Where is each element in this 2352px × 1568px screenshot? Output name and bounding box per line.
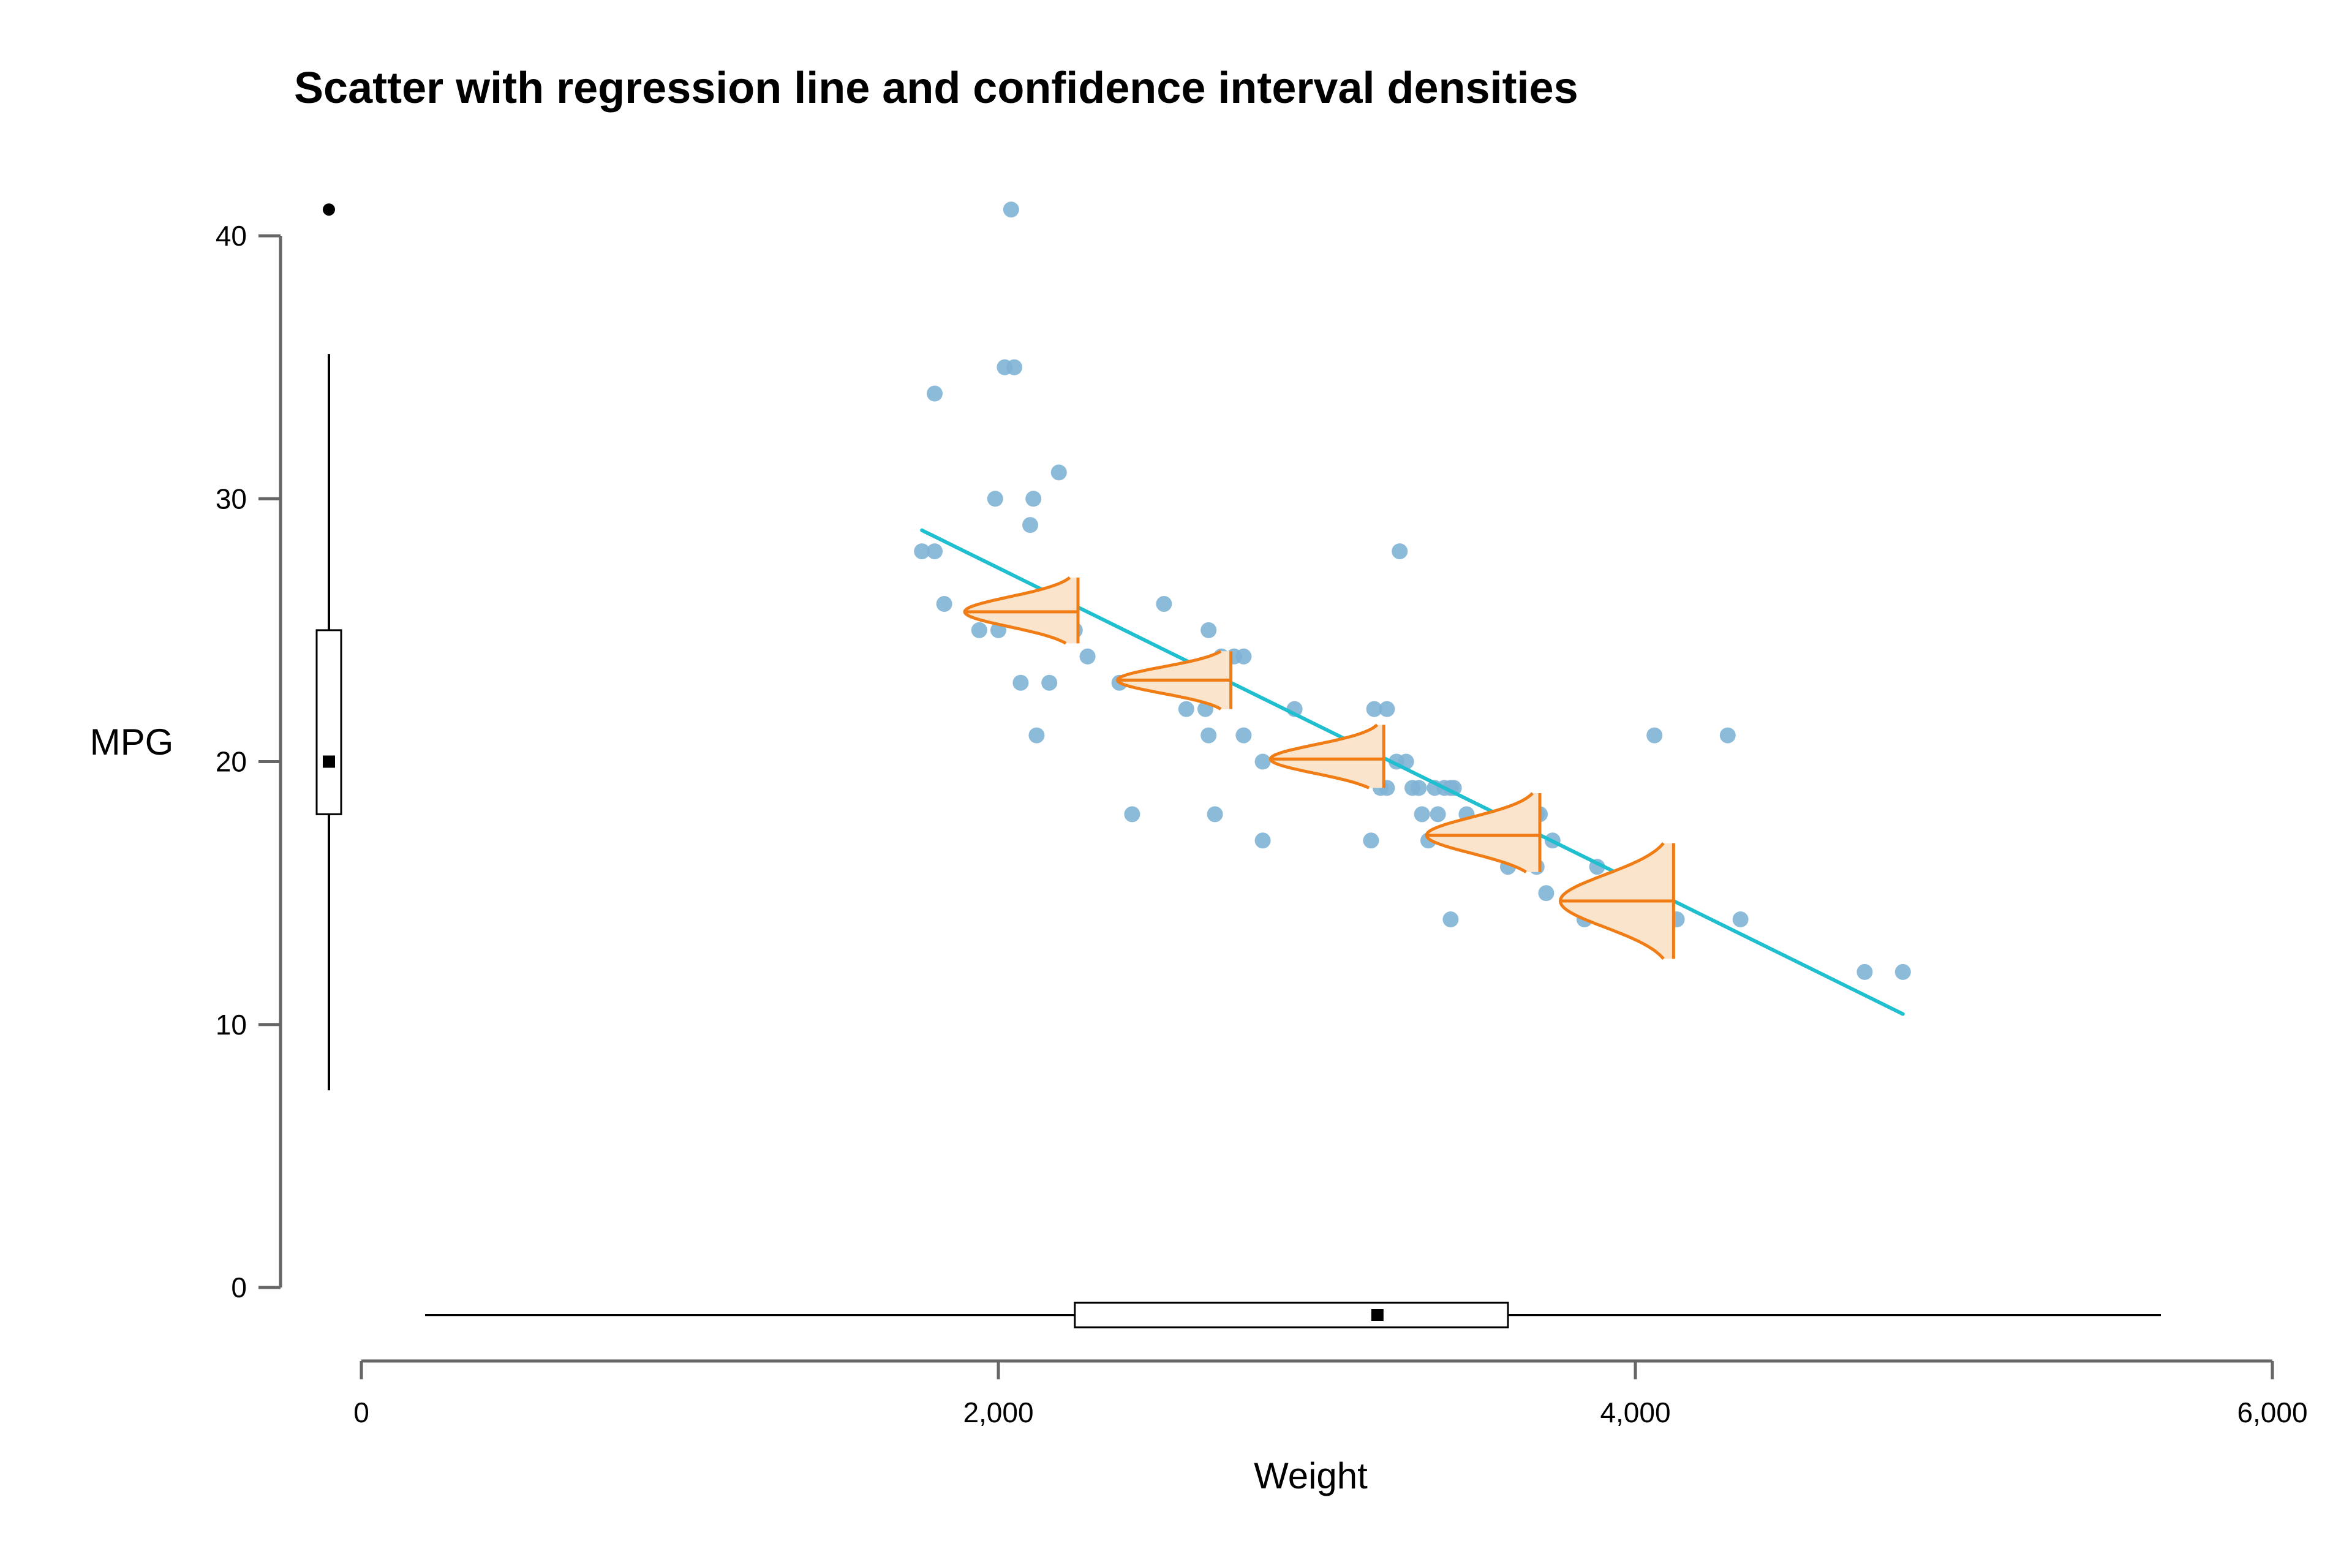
weight-box	[1074, 1302, 1509, 1329]
data-point	[1235, 648, 1252, 665]
data-point	[1442, 911, 1459, 928]
data-point	[1200, 727, 1217, 744]
ci-density-curve	[1268, 723, 1379, 790]
weight-box-median	[1371, 1309, 1384, 1321]
data-point	[1732, 911, 1749, 928]
data-point	[1379, 701, 1395, 717]
data-point	[1025, 491, 1042, 507]
data-point	[1028, 727, 1045, 744]
data-point	[1894, 963, 1911, 980]
data-point	[1012, 674, 1029, 691]
x-tick-label: 2,000	[963, 1396, 1033, 1428]
data-point	[1235, 727, 1252, 744]
regression-line	[920, 528, 1905, 1016]
data-point	[971, 622, 987, 638]
ci-density-fill	[1270, 725, 1384, 788]
data-point	[1022, 517, 1038, 533]
x-tick-label: 4,000	[1600, 1396, 1670, 1428]
data-point	[1414, 806, 1430, 823]
data-point	[987, 491, 1003, 507]
ci-density-fill	[1427, 793, 1540, 872]
data-point	[927, 385, 943, 402]
x-tick-label: 0	[353, 1396, 369, 1428]
y-tick-label: 30	[216, 483, 247, 514]
data-point	[1392, 543, 1408, 560]
marginal-boxplots	[315, 203, 2161, 1329]
data-point	[1646, 727, 1663, 744]
data-point	[1254, 753, 1271, 770]
ci-densities	[963, 576, 1675, 960]
data-point	[1200, 622, 1217, 638]
data-point	[1124, 806, 1140, 823]
chart-title: Scatter with regression line and confide…	[294, 64, 1578, 113]
data-point	[927, 543, 943, 560]
mpg-box	[315, 629, 342, 815]
y-tick-label: 20	[216, 746, 247, 778]
data-point	[1156, 595, 1172, 612]
data-point	[1079, 648, 1096, 665]
data-point	[1003, 202, 1019, 218]
data-point	[1254, 832, 1271, 849]
y-axis-label: MPG	[90, 722, 174, 763]
y-tick-label: 10	[216, 1009, 247, 1041]
data-point	[1411, 780, 1427, 796]
ci-density-curve	[1425, 792, 1534, 873]
axes: 0 10 20 30 40 0 2,000 4,000 6,000	[216, 220, 2308, 1428]
data-point	[1363, 832, 1379, 849]
data-point	[1430, 806, 1446, 823]
data-point	[1538, 885, 1555, 902]
data-point	[1178, 701, 1194, 717]
data-point	[914, 543, 930, 560]
data-point	[1719, 727, 1736, 744]
mpg-box-median	[323, 755, 335, 768]
y-tick-label: 0	[231, 1272, 247, 1303]
y-tick-label: 40	[216, 220, 247, 252]
data-point	[1856, 963, 1873, 980]
data-point	[1006, 359, 1022, 375]
x-tick-label: 6,000	[2237, 1396, 2307, 1428]
data-point	[936, 595, 952, 612]
mpg-box-outlier	[323, 203, 335, 216]
data-point	[1207, 806, 1223, 823]
data-point	[1050, 464, 1067, 481]
x-axis-label: Weight	[1254, 1455, 1368, 1496]
data-point	[1041, 674, 1058, 691]
data-point	[1366, 701, 1382, 717]
regression-layer	[920, 528, 1905, 1016]
